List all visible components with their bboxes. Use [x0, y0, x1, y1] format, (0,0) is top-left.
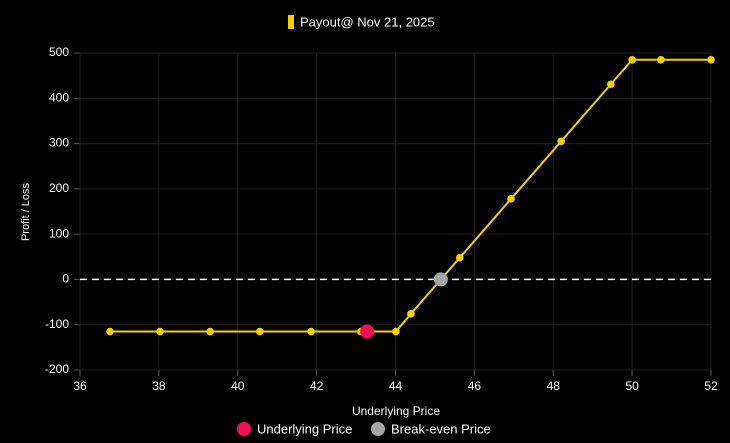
x-tick-label: 40 [231, 379, 245, 393]
x-axis-title: Underlying Price [352, 404, 440, 418]
legend-swatch [237, 422, 251, 436]
payout-point [307, 327, 315, 336]
x-tick-label: 50 [625, 379, 639, 393]
legend-label: Underlying Price [257, 421, 352, 436]
payout-point [206, 327, 214, 336]
x-tick-label: 38 [152, 379, 166, 393]
x-tick-label: 46 [468, 379, 482, 393]
x-tick-label: 44 [389, 379, 403, 393]
payout-point [392, 327, 400, 336]
payout-point [407, 310, 415, 318]
payout-point [156, 327, 164, 336]
marker-point [433, 272, 448, 287]
x-tick-label: 52 [704, 379, 718, 393]
legend-swatch [288, 15, 294, 29]
legend-label: Payout@ Nov 21, 2025 [300, 14, 435, 29]
y-tick-label: 100 [49, 226, 69, 240]
y-tick-label: 300 [49, 136, 69, 150]
payout-point [507, 195, 515, 203]
payout-point [657, 55, 665, 64]
marker-point [360, 324, 375, 339]
legend-label: Break-even Price [391, 421, 491, 436]
y-tick-label: 0 [62, 272, 69, 286]
x-tick-label: 36 [73, 379, 87, 393]
y-tick-label: 200 [49, 181, 69, 195]
payout-point [256, 327, 264, 336]
payout-line [109, 58, 711, 333]
y-tick-label: -200 [45, 362, 69, 376]
payout-point [106, 327, 114, 336]
y-axis-title: Profit / Loss [20, 182, 32, 241]
x-tick-label: 42 [310, 379, 324, 393]
payout-point [707, 55, 715, 64]
y-tick-label: 400 [49, 90, 69, 104]
payout-point [628, 55, 636, 64]
payout-point [607, 80, 615, 89]
legend-swatch [371, 422, 385, 436]
y-tick-label: 500 [49, 45, 69, 59]
payout-point [455, 253, 464, 262]
payout-point [557, 137, 565, 146]
y-tick-label: -100 [45, 317, 69, 331]
x-tick-label: 48 [547, 379, 561, 393]
